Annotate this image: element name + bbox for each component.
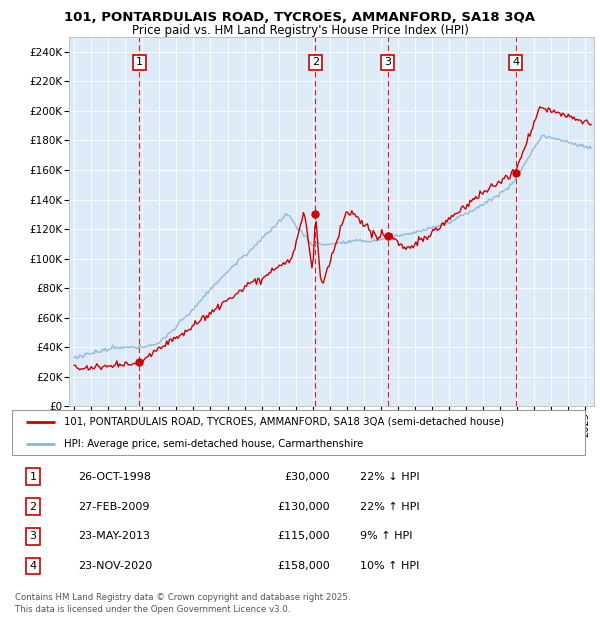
Text: 3: 3 [29, 531, 37, 541]
Text: 10% ↑ HPI: 10% ↑ HPI [360, 561, 419, 571]
Text: 26-OCT-1998: 26-OCT-1998 [78, 472, 151, 482]
Text: £30,000: £30,000 [284, 472, 330, 482]
Text: 4: 4 [512, 57, 519, 68]
Text: 23-MAY-2013: 23-MAY-2013 [78, 531, 150, 541]
Text: 4: 4 [29, 561, 37, 571]
Text: £130,000: £130,000 [277, 502, 330, 512]
Text: 23-NOV-2020: 23-NOV-2020 [78, 561, 152, 571]
Text: 2: 2 [312, 57, 319, 68]
Text: Contains HM Land Registry data © Crown copyright and database right 2025.
This d: Contains HM Land Registry data © Crown c… [15, 593, 350, 614]
Text: £158,000: £158,000 [277, 561, 330, 571]
Text: 22% ↑ HPI: 22% ↑ HPI [360, 502, 419, 512]
FancyBboxPatch shape [12, 410, 585, 455]
Text: 1: 1 [136, 57, 143, 68]
Text: £115,000: £115,000 [277, 531, 330, 541]
Text: 2: 2 [29, 502, 37, 512]
Text: 22% ↓ HPI: 22% ↓ HPI [360, 472, 419, 482]
Text: 101, PONTARDULAIS ROAD, TYCROES, AMMANFORD, SA18 3QA (semi-detached house): 101, PONTARDULAIS ROAD, TYCROES, AMMANFO… [64, 417, 504, 427]
Text: 27-FEB-2009: 27-FEB-2009 [78, 502, 149, 512]
Text: 1: 1 [29, 472, 37, 482]
Text: 9% ↑ HPI: 9% ↑ HPI [360, 531, 413, 541]
Text: 101, PONTARDULAIS ROAD, TYCROES, AMMANFORD, SA18 3QA: 101, PONTARDULAIS ROAD, TYCROES, AMMANFO… [65, 11, 536, 24]
Text: Price paid vs. HM Land Registry's House Price Index (HPI): Price paid vs. HM Land Registry's House … [131, 24, 469, 37]
Text: 3: 3 [384, 57, 391, 68]
Text: HPI: Average price, semi-detached house, Carmarthenshire: HPI: Average price, semi-detached house,… [64, 439, 363, 449]
